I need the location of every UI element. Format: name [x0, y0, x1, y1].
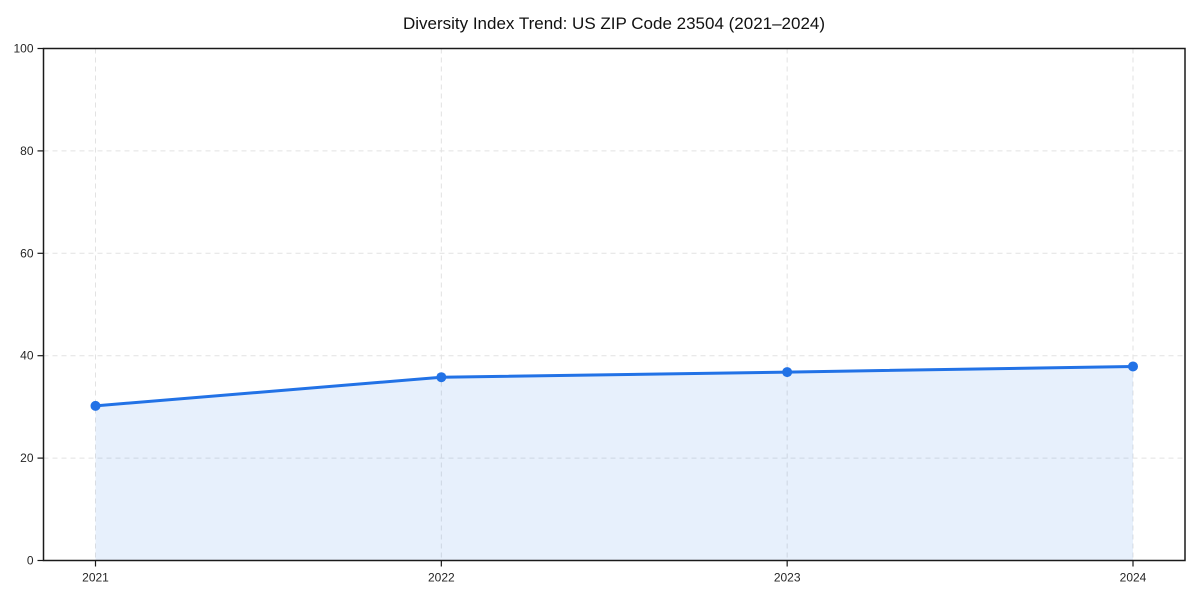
plot-frame	[42, 47, 1186, 562]
x-tick-label: 2023	[774, 571, 801, 585]
trend-line	[94, 364, 1135, 408]
y-tick-label: 20	[20, 451, 34, 465]
x-tick-label: 2022	[428, 571, 455, 585]
chart-title: Diversity Index Trend: US ZIP Code 23504…	[402, 14, 826, 33]
data-point	[782, 367, 793, 378]
y-tick-label: 40	[20, 349, 34, 363]
data-point	[1128, 361, 1138, 372]
y-tick-label: 60	[20, 246, 34, 260]
data-point	[436, 372, 447, 383]
y-tick-label: 0	[27, 554, 34, 568]
y-tick-label: 80	[20, 144, 34, 158]
x-tick-label: 2024	[1120, 571, 1147, 585]
x-tick-label: 2021	[82, 571, 109, 585]
y-tick-label: 100	[13, 42, 33, 56]
data-point	[90, 400, 101, 411]
area-fill	[95, 366, 1133, 561]
